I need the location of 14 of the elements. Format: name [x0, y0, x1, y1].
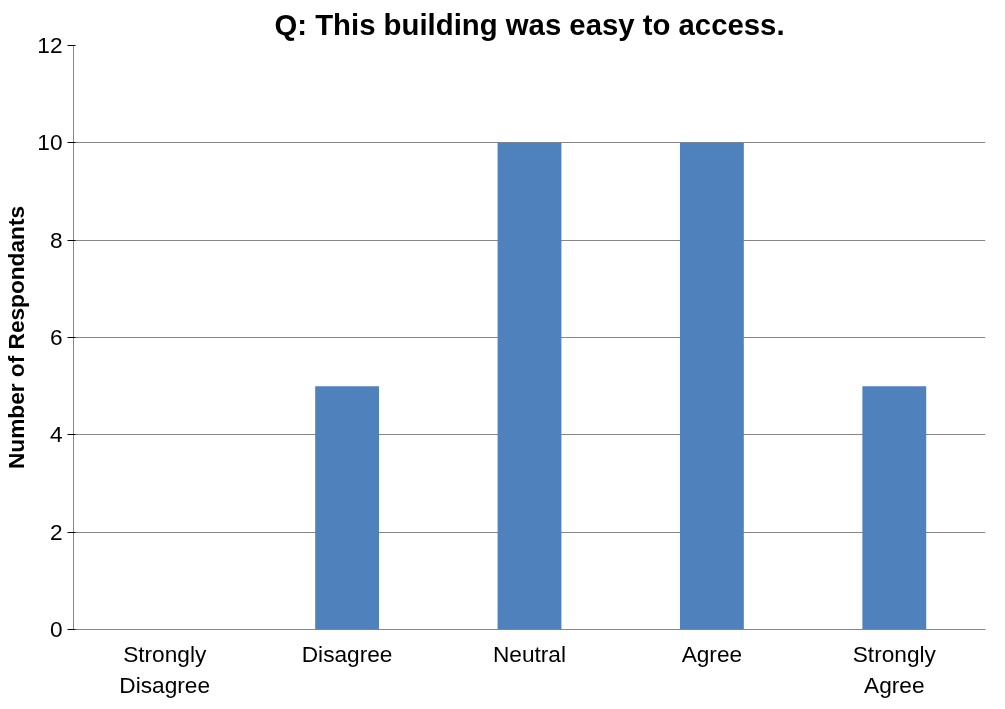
- y-tick-label: 10: [37, 129, 63, 156]
- x-tick-label: Disagree: [301, 640, 393, 667]
- chart-title: Q: This building was easy to access.: [274, 7, 785, 41]
- x-tick-label: Strongly Agree: [852, 640, 937, 698]
- y-tick-label: 2: [49, 518, 63, 545]
- y-tick-label: 0: [49, 616, 63, 642]
- x-tick-label: Agree: [681, 640, 743, 667]
- y-axis-title: Number of Respondants: [3, 205, 30, 470]
- y-tick-label: 12: [37, 32, 63, 58]
- y-tick-label: 4: [49, 421, 63, 448]
- y-tick-label: 6: [49, 324, 63, 350]
- x-tick-label: Strongly Disagree: [119, 640, 211, 698]
- x-tick-label: Neutral: [492, 640, 567, 667]
- y-tick-label: 8: [49, 226, 63, 253]
